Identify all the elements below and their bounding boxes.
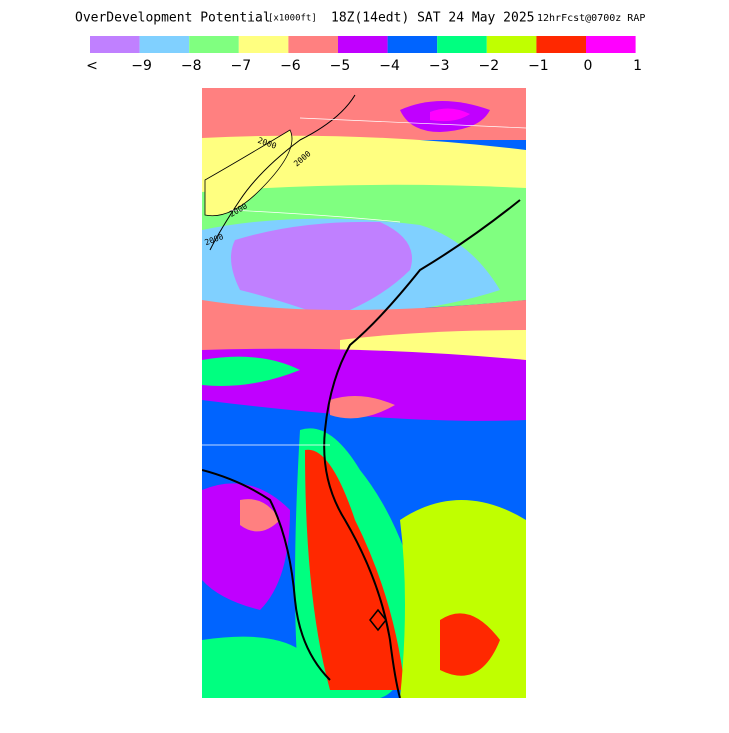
legend-label: −4: [379, 58, 400, 74]
legend-swatch: [387, 36, 438, 53]
legend-label: −2: [478, 58, 499, 74]
coastline: [202, 469, 331, 681]
field: [440, 613, 500, 676]
lake: [369, 608, 387, 632]
field: [305, 449, 405, 690]
legend-swatch: [288, 36, 338, 53]
legend-swatch: [238, 36, 289, 53]
model: 12hrFcst@0700z RAP: [537, 13, 645, 24]
legend-swatch: [90, 36, 140, 53]
legend-label: −9: [131, 58, 152, 74]
contour: [209, 94, 356, 251]
time: 18Z(14edt) SAT 24 May 2025: [331, 11, 535, 26]
legend-swatch: [536, 36, 586, 53]
field: [202, 356, 300, 386]
legend-swatch: [189, 36, 239, 53]
field: [330, 396, 395, 419]
legend-label: −7: [230, 58, 251, 74]
units: [x1000ft]: [268, 14, 317, 24]
title: OverDevelopment Potential: [75, 11, 271, 26]
legend-swatch: [486, 36, 537, 53]
border: [202, 117, 526, 446]
legend-label: <: [86, 58, 98, 74]
legend-swatch: [139, 36, 190, 53]
legend-swatch: [437, 36, 487, 53]
legend-swatch: [338, 36, 388, 53]
field: [231, 221, 412, 318]
legend-label: 0: [584, 58, 593, 74]
legend-label: −6: [280, 58, 301, 74]
legend-label: −1: [528, 58, 549, 74]
field: [430, 108, 470, 122]
map: 2000 2000 2000 2000: [202, 88, 526, 698]
legend-label: −8: [181, 58, 202, 74]
legend-label: −3: [429, 58, 450, 74]
legend-swatch: [586, 36, 636, 53]
legend-label: 1: [633, 58, 642, 74]
legend: < −9 −8 −7 −6 −5 −4 −3 −2 −1 0 1: [86, 36, 642, 74]
legend-label: −5: [330, 58, 351, 74]
coastline: [323, 199, 521, 698]
field: [240, 499, 280, 532]
field: [202, 636, 300, 698]
contour: [204, 129, 293, 217]
